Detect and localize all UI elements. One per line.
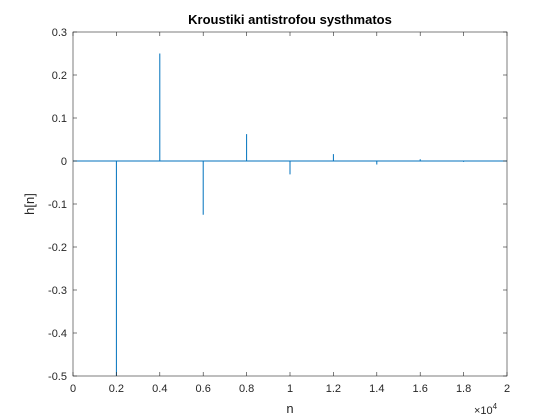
y-tick-label: 0.3: [52, 27, 67, 39]
x-tick-label: 1.6: [413, 383, 428, 395]
x-tick-label: 0.2: [109, 383, 124, 395]
y-tick-label: -0.1: [48, 199, 67, 211]
series-line-1: [73, 53, 507, 376]
x-tick-label: 0.8: [239, 383, 254, 395]
x-tick-label: 0: [70, 383, 76, 395]
x-axis-ticks: 0 0.2 0.4 0.6 0.8 1 1.2 1.4 1.6 1.8 2: [70, 32, 510, 395]
y-tick-label: 0.1: [52, 113, 67, 125]
x-tick-label: 1.4: [369, 383, 384, 395]
x-tick-label: 2: [504, 383, 510, 395]
chart-title: Kroustiki antistrofou systhmatos: [188, 12, 392, 27]
y-tick-label: -0.4: [48, 328, 67, 340]
y-axis-ticks: -0.5 -0.4 -0.3 -0.2 -0.1 0 0.1 0.2 0.3: [48, 27, 507, 383]
x-axis-exponent-base: ×10: [474, 405, 493, 417]
y-tick-label: 0.2: [52, 70, 67, 82]
plot-area: [73, 32, 507, 376]
data-series: [73, 53, 507, 376]
y-tick-label: 0: [61, 156, 67, 168]
y-axis-label: h[n]: [22, 193, 37, 215]
x-tick-label: 1.2: [326, 383, 341, 395]
x-axis-label: n: [286, 401, 293, 416]
y-tick-label: -0.3: [48, 285, 67, 297]
x-tick-label: 1.8: [456, 383, 471, 395]
y-tick-label: -0.2: [48, 242, 67, 254]
y-tick-label: -0.5: [48, 371, 67, 383]
x-tick-label: 1: [287, 383, 293, 395]
x-axis-exponent-power: 4: [493, 402, 498, 411]
x-axis-exponent: ×104: [474, 402, 498, 417]
x-tick-label: 0.6: [196, 383, 211, 395]
x-tick-label: 0.4: [152, 383, 167, 395]
